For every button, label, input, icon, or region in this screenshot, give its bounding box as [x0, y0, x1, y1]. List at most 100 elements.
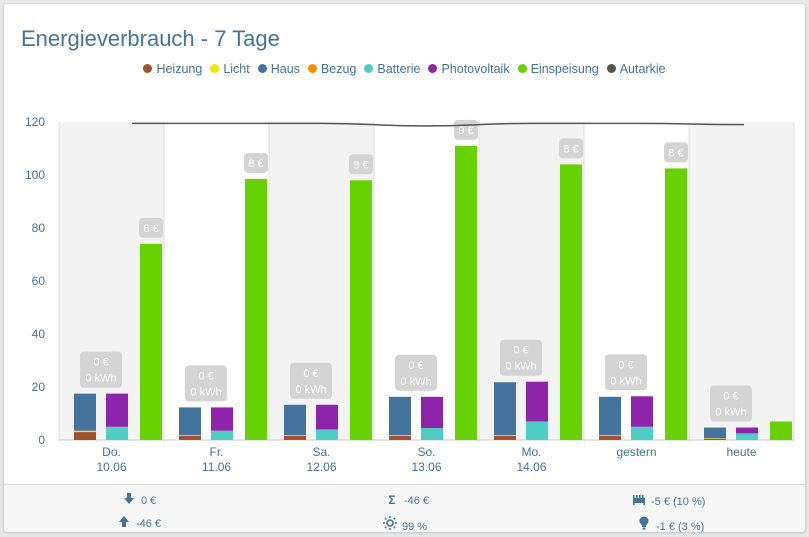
arrow-up-icon [117, 516, 131, 530]
bar-haus [494, 382, 516, 436]
einspeisung-data-label-bg [349, 154, 373, 175]
legend-marker [517, 64, 527, 73]
radiator-icon [632, 493, 646, 508]
bar-haus [284, 404, 306, 436]
legend-item-heizung[interactable]: Heizung [143, 62, 202, 76]
bar-heizung [74, 432, 96, 440]
y-tick-label: 0 [38, 433, 45, 447]
einspeisung-data-label: 8 € [563, 143, 578, 155]
legend-marker [307, 64, 317, 73]
einspeisung-data-label-bg [559, 138, 583, 159]
einspeisung-data-label: 8 € [353, 159, 368, 171]
x-tick-label-date: 13.06 [411, 460, 441, 474]
einspeisung-data-label: 8 € [668, 147, 683, 159]
bar-licht [74, 430, 96, 433]
y-tick-label: 40 [32, 327, 46, 341]
x-tick-label: So. [417, 445, 435, 459]
bezug-data-label: 0 € [93, 357, 108, 369]
bezug-data-label-bg [290, 362, 332, 399]
bar-haus [389, 396, 411, 436]
bar-heizung [179, 436, 201, 440]
legend-marker [364, 64, 374, 73]
bar-licht [389, 435, 411, 437]
legend-label: Licht [223, 62, 250, 76]
bar-photovoltaik [736, 427, 758, 434]
y-tick-label: 80 [32, 221, 46, 235]
bezug-data-label-bg [395, 354, 437, 391]
x-tick-label: Do. [102, 445, 121, 459]
summary-sum: Σ -46 € [385, 493, 429, 507]
y-tick-label: 60 [32, 274, 46, 288]
chart-title: Energieverbrauch - 7 Tage [21, 26, 280, 51]
sun-icon [383, 516, 397, 533]
legend-item-photovoltaik[interactable]: Photovoltaik [428, 62, 510, 76]
bar-einspeisung [350, 180, 372, 441]
legend-marker [428, 64, 438, 73]
bar-licht [284, 435, 306, 437]
legend-label: Photovoltaik [441, 62, 510, 76]
y-tick-label: 100 [25, 168, 45, 182]
summary-licht: -1 € (3 %) [637, 516, 704, 533]
bar-heizung [704, 438, 726, 440]
bar-batterie [736, 433, 758, 440]
bar-photovoltaik [316, 404, 338, 430]
bar-photovoltaik [211, 407, 233, 431]
bar-einspeisung [560, 164, 582, 440]
bezug-data-label-bg [605, 354, 647, 391]
einspeisung-data-label: 8 € [248, 158, 263, 170]
bar-heizung [389, 436, 411, 440]
x-tick-label-date: 11.06 [202, 460, 231, 474]
legend-item-licht[interactable]: Licht [210, 62, 250, 76]
y-tick-label: 20 [32, 380, 46, 394]
bar-einspeisung [455, 145, 477, 440]
x-tick-label-date: 14.06 [516, 460, 546, 474]
legend-item-batterie[interactable]: Batterie [364, 62, 420, 76]
legend-item-haus[interactable]: Haus [257, 62, 300, 76]
bezug-data-label-bg [500, 339, 542, 376]
bezug-data-label-bg [710, 385, 752, 422]
bar-haus [599, 396, 621, 436]
bar-batterie [316, 429, 338, 440]
bezug-data-label: 0 kWh [295, 384, 326, 396]
sigma-icon: Σ [388, 493, 396, 507]
bar-haus [179, 407, 201, 436]
bar-einspeisung [140, 243, 162, 440]
x-tick-label: heute [726, 445, 756, 459]
x-tick-label: Mo. [521, 445, 541, 459]
legend-item-autarkie[interactable]: Autarkie [606, 62, 666, 76]
bezug-data-label: 0 kWh [190, 386, 221, 398]
legend-item-bezug[interactable]: Bezug [307, 62, 356, 76]
bar-licht [704, 438, 726, 439]
legend-label: Heizung [156, 62, 203, 76]
series-line-autarkie [131, 122, 745, 127]
bar-batterie [526, 421, 548, 440]
bar-heizung [599, 436, 621, 440]
einspeisung-data-label: 6 € [143, 223, 158, 235]
energy-card: Energieverbrauch - 7 Tage Heizung Licht Ha… [4, 4, 805, 533]
legend-marker [210, 64, 220, 73]
bar-batterie [106, 426, 128, 440]
bezug-data-label: 0 € [198, 370, 213, 382]
legend-marker [143, 64, 153, 73]
bar-batterie [211, 430, 233, 440]
legend-item-einspeisung[interactable]: Einspeisung [517, 62, 599, 76]
x-tick-label-date: 10.06 [96, 460, 126, 474]
legend-label: Haus [270, 62, 300, 76]
bar-photovoltaik [106, 393, 128, 427]
summary-bezug: 0 € [122, 493, 156, 507]
lightbulb-icon [637, 516, 651, 533]
x-tick-label-date: 12.06 [306, 460, 336, 474]
bar-heizung [284, 436, 306, 440]
bezug-data-label: 0 kWh [715, 407, 746, 419]
bar-photovoltaik [421, 396, 443, 429]
summary-footer: 0 € -46 € Σ -46 € 99 % [4, 484, 805, 533]
bar-haus [704, 427, 726, 439]
bar-einspeisung [245, 178, 267, 440]
y-tick-label: 120 [25, 115, 45, 129]
bezug-data-label: 0 € [303, 368, 318, 380]
summary-heizung: -5 € (10 %) [632, 493, 705, 508]
bezug-data-label: 0 kWh [400, 376, 431, 388]
bezug-data-label-bg [185, 365, 227, 402]
x-tick-label: Sa. [312, 445, 330, 459]
legend-marker [257, 64, 267, 73]
